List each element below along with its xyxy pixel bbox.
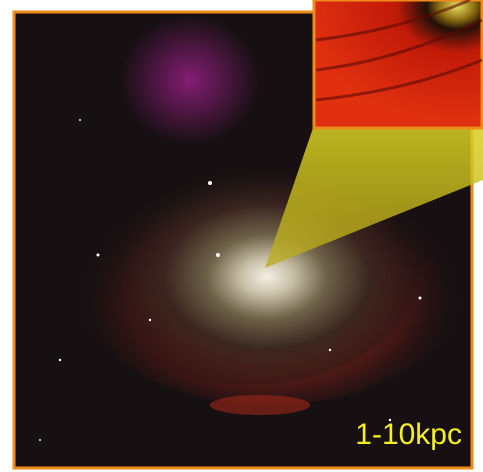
- zoom-cone: [265, 128, 483, 268]
- inset-image: [312, 0, 483, 130]
- scale-label: 1-10kpc: [355, 418, 462, 451]
- stars: [39, 119, 422, 441]
